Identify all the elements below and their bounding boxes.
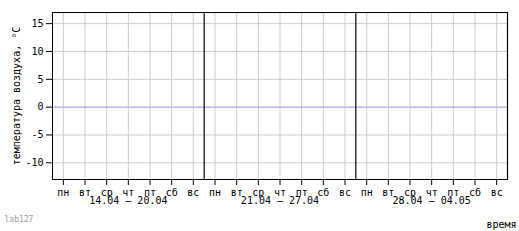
svg-text:пн: пн — [57, 187, 69, 198]
svg-text:10: 10 — [31, 46, 43, 57]
svg-text:пт: пт — [447, 186, 460, 198]
svg-text:ср: ср — [252, 186, 265, 198]
svg-text:чт: чт — [122, 186, 135, 198]
svg-text:пт: пт — [144, 186, 156, 198]
svg-text:вс: вс — [491, 187, 503, 198]
svg-text:пн: пн — [209, 187, 221, 198]
svg-text:вт: вт — [382, 186, 395, 198]
svg-text:5: 5 — [37, 74, 43, 85]
svg-text:температура воздуха, °С: температура воздуха, °С — [11, 27, 22, 165]
svg-text:пн: пн — [361, 187, 373, 198]
svg-text:-10: -10 — [25, 157, 43, 168]
svg-text:14.04 – 20.04: 14.04 – 20.04 — [89, 195, 167, 206]
svg-text:вт: вт — [230, 186, 243, 198]
svg-text:21.04 – 27.04: 21.04 – 27.04 — [241, 195, 319, 206]
svg-text:чт: чт — [425, 186, 438, 198]
svg-text:ср: ср — [100, 186, 113, 198]
svg-text:сб: сб — [165, 186, 178, 198]
svg-text:сб: сб — [469, 186, 481, 198]
svg-text:ср: ср — [404, 186, 416, 198]
svg-text:lab127: lab127 — [5, 215, 34, 224]
svg-text:чт: чт — [274, 186, 286, 198]
svg-text:вт: вт — [79, 186, 91, 198]
svg-text:вс: вс — [187, 187, 199, 198]
svg-text:28.04 – 04.05: 28.04 – 04.05 — [393, 195, 471, 206]
svg-text:15: 15 — [31, 18, 43, 29]
svg-text:сб: сб — [317, 186, 330, 198]
svg-text:время: время — [486, 219, 516, 230]
svg-text:0: 0 — [37, 101, 43, 112]
svg-text:вс: вс — [339, 187, 351, 198]
svg-text:-5: -5 — [31, 129, 43, 140]
svg-text:пт: пт — [295, 186, 308, 198]
